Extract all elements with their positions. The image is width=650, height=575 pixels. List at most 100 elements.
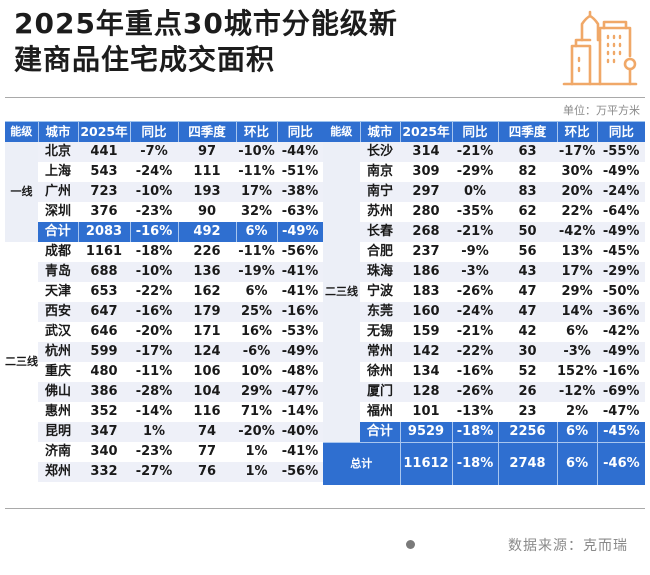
value-cell: -53% (277, 322, 323, 342)
value-cell: 352 (78, 402, 130, 422)
table-row: 昆明 347 1% 74 -20% -40% (5, 422, 323, 442)
value-cell: -18% (452, 422, 499, 443)
table-row: 重庆 480 -11% 106 10% -48% (5, 362, 323, 382)
subtotal-label: 合计 (38, 222, 79, 242)
table-row: 东莞 160 -24% 47 14% -36% (323, 302, 646, 322)
value-cell: -23% (130, 442, 178, 462)
subtotal-row: 合计 9529 -18% 2256 6% -45% (323, 422, 646, 443)
col-2025: 2025年 (400, 122, 453, 142)
value-cell: 647 (78, 302, 130, 322)
value-cell: -22% (130, 282, 178, 302)
value-cell: -14% (277, 402, 323, 422)
city-cell: 无锡 (360, 322, 400, 342)
value-cell: 11612 (400, 442, 453, 485)
city-cell: 合肥 (360, 242, 400, 262)
title-divider (5, 97, 645, 98)
value-cell: 186 (400, 262, 452, 282)
subtotal-row: 合计 2083 -16% 492 6% -49% (5, 222, 323, 242)
value-cell: 543 (78, 162, 130, 182)
data-source: 数据来源：克而瑞 (508, 538, 628, 554)
col-q4: 四季度 (178, 122, 237, 142)
value-cell: -27% (130, 462, 178, 482)
value-cell: 9529 (400, 422, 453, 443)
value-cell: 83 (498, 182, 557, 202)
value-cell: -45% (597, 242, 646, 262)
value-cell: 6% (557, 422, 598, 443)
value-cell: 688 (78, 262, 130, 282)
value-cell: -49% (277, 342, 323, 362)
value-cell: 332 (78, 462, 130, 482)
value-cell: -3% (557, 342, 598, 362)
value-cell: -48% (277, 362, 323, 382)
col-2025: 2025年 (78, 122, 131, 142)
value-cell: 25% (236, 302, 277, 322)
value-cell: 183 (400, 282, 452, 302)
value-cell: 297 (400, 182, 452, 202)
table-row: 厦门 128 -26% 26 -12% -69% (323, 382, 646, 402)
value-cell: 653 (78, 282, 130, 302)
value-cell: -35% (452, 202, 498, 222)
value-cell: -19% (236, 262, 277, 282)
left-table: 能级 城市 2025年 同比 四季度 环比 同比 一线 北京 441 -7% 9… (5, 122, 323, 482)
table-row: 长春 268 -21% 50 -42% -49% (323, 222, 646, 242)
value-cell: -50% (597, 282, 646, 302)
tier-label-tier23: 二三线 (323, 142, 360, 443)
value-cell: -42% (597, 322, 646, 342)
col-yoy: 同比 (452, 122, 499, 142)
col-qoq: 环比 (236, 122, 278, 142)
city-cell: 南京 (360, 162, 400, 182)
city-cell: 重庆 (38, 362, 78, 382)
value-cell: 237 (400, 242, 452, 262)
value-cell: 77 (178, 442, 236, 462)
value-cell: 268 (400, 222, 452, 242)
city-cell: 广州 (38, 182, 78, 202)
city-cell: 长春 (360, 222, 400, 242)
value-cell: 128 (400, 382, 452, 402)
value-cell: -13% (452, 402, 498, 422)
value-cell: -26% (452, 382, 498, 402)
city-cell: 北京 (38, 142, 78, 162)
value-cell: -10% (130, 182, 178, 202)
value-cell: -24% (130, 162, 178, 182)
value-cell: 0% (452, 182, 498, 202)
table-row: 天津 653 -22% 162 6% -41% (5, 282, 323, 302)
value-cell: -9% (452, 242, 498, 262)
value-cell: -18% (130, 242, 178, 262)
value-cell: 152% (557, 362, 598, 382)
city-cell: 徐州 (360, 362, 400, 382)
value-cell: 62 (498, 202, 557, 222)
tier-label-tier1: 一线 (5, 142, 38, 242)
value-cell: 441 (78, 142, 130, 162)
table-header-row: 能级 城市 2025年 同比 四季度 环比 同比 (323, 122, 646, 142)
value-cell: -16% (130, 222, 179, 242)
value-cell: -17% (557, 142, 598, 162)
total-row: 总计 11612 -18% 2748 6% -46% (323, 442, 646, 485)
value-cell: 280 (400, 202, 452, 222)
value-cell: -10% (236, 142, 277, 162)
value-cell: 171 (178, 322, 236, 342)
value-cell: 43 (498, 262, 557, 282)
value-cell: -64% (597, 202, 646, 222)
table-row: 无锡 159 -21% 42 6% -42% (323, 322, 646, 342)
city-cell: 济南 (38, 442, 78, 462)
value-cell: -11% (130, 362, 178, 382)
value-cell: 160 (400, 302, 452, 322)
value-cell: 20% (557, 182, 598, 202)
right-table: 能级 城市 2025年 同比 四季度 环比 同比 二三线 长沙 314 -21%… (323, 122, 646, 485)
total-label: 总计 (323, 442, 401, 485)
value-cell: -28% (130, 382, 178, 402)
value-cell: -16% (452, 362, 498, 382)
value-cell: 13% (557, 242, 598, 262)
table-row: 青岛 688 -10% 136 -19% -41% (5, 262, 323, 282)
tier-label-tier23: 二三线 (5, 242, 38, 482)
value-cell: 6% (236, 222, 278, 242)
value-cell: 2% (557, 402, 598, 422)
value-cell: 29% (236, 382, 277, 402)
value-cell: 16% (236, 322, 277, 342)
col-city: 城市 (38, 122, 79, 142)
value-cell: 347 (78, 422, 130, 442)
table-row: 二三线 长沙 314 -21% 63 -17% -55% (323, 142, 646, 443)
title-line-1: 2025年重点30城市分能级新 (14, 7, 398, 40)
value-cell: -45% (597, 422, 646, 443)
value-cell: 159 (400, 322, 452, 342)
